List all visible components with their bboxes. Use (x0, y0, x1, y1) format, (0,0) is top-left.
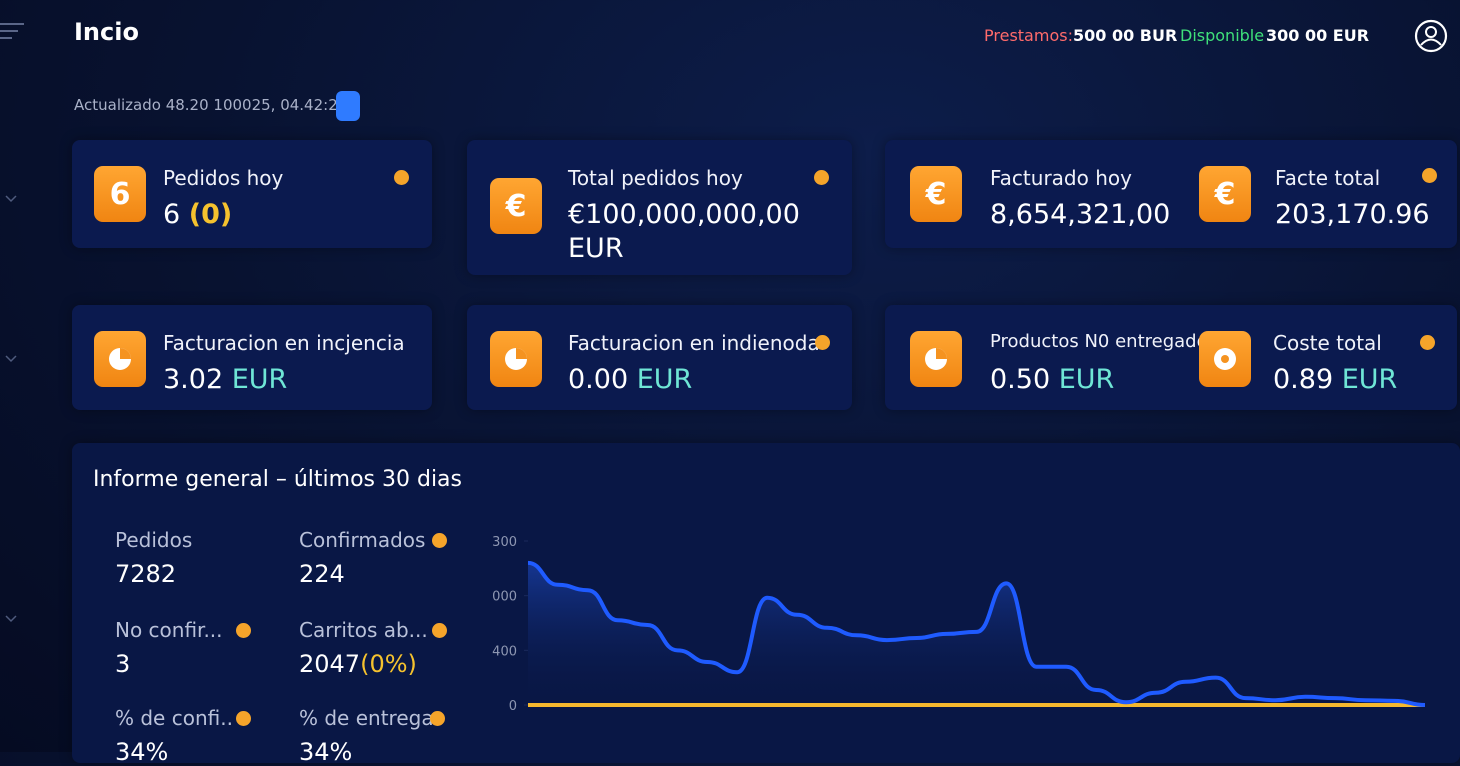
stat-label: No confir... (115, 618, 223, 642)
stat-value: 34% (115, 738, 168, 766)
value-text: 203,170.96 (1275, 199, 1430, 230)
sidebar-chevrons[interactable] (4, 192, 18, 652)
card-icon: € (910, 166, 962, 222)
y-tick-label: 0 (509, 699, 517, 714)
available-label: Disponible (1180, 26, 1265, 45)
y-tick-label: 300 (492, 535, 517, 550)
stat-value: 3 (115, 650, 130, 678)
card-label: Productos N0 entregados (990, 331, 1217, 352)
info-badge[interactable] (236, 623, 251, 638)
stat-number: 34% (115, 738, 169, 766)
value-text: 8,654,321,00 (990, 199, 1171, 230)
card-label: Total pedidos hoy (568, 166, 743, 190)
card-label: Facturado hoy (990, 166, 1132, 190)
stat-value: 34% (299, 738, 352, 766)
value-suffix: (0) (188, 199, 233, 230)
y-tick-label: 000 (492, 590, 517, 605)
card-value: 6 (0) (163, 198, 543, 232)
report-title: Informe general – últimos 30 dias (93, 467, 463, 492)
value-suffix: EUR (636, 364, 693, 395)
card-value: 203,170.96 (1275, 198, 1460, 232)
card-icon: € (1199, 166, 1251, 222)
card-value: 0.89 EUR (1273, 363, 1460, 397)
stat-label: % de confi.. (115, 706, 233, 730)
stat-value: 7282 (115, 560, 176, 588)
card-panel (885, 140, 1457, 248)
card-value: 0.00 EUR (568, 363, 948, 397)
stat-number: 3 (115, 650, 131, 678)
updated-text: Actualizado 48.20 100025, 04.42:20 (74, 96, 348, 114)
info-badge[interactable] (432, 533, 447, 548)
stat-label: Confirmados (299, 528, 426, 552)
info-badge[interactable] (430, 711, 445, 726)
user-icon[interactable] (1413, 18, 1449, 54)
stat-number: 7282 (115, 560, 177, 588)
card-icon (1199, 331, 1251, 387)
card-icon: 6 (94, 166, 146, 222)
card-label: Pedidos hoy (163, 166, 284, 190)
loans-label: Prestamos: (984, 26, 1073, 45)
card-icon (910, 331, 962, 387)
stat-number: 2047 (299, 650, 361, 678)
info-badge[interactable] (432, 623, 447, 638)
value-suffix: EUR (1058, 364, 1115, 395)
stat-suffix: (0%) (360, 650, 417, 678)
card-label: Facte total (1275, 166, 1381, 190)
card-icon (94, 331, 146, 387)
loans-value: 500 00 BUR (1073, 26, 1178, 45)
card-icon (490, 331, 542, 387)
refresh-button[interactable] (336, 91, 360, 121)
card-label: Facturacion en incjencia (163, 331, 405, 355)
value-text: 6 (163, 199, 181, 230)
info-badge[interactable] (236, 711, 251, 726)
value-text: 0.50 (990, 364, 1051, 395)
value-suffix: EUR (231, 364, 288, 395)
card-panel (885, 305, 1457, 410)
value-suffix: EUR (1341, 364, 1398, 395)
series-line (527, 560, 1426, 707)
value-text: €100,000,000,00 EUR (568, 199, 800, 264)
stat-number: 34% (299, 738, 353, 766)
card-value: 3.02 EUR (163, 363, 543, 397)
menu-icon[interactable] (0, 20, 26, 42)
line-chart: 0 400 000 300 (492, 535, 1426, 714)
value-text: 0.89 (1273, 364, 1334, 395)
value-text: 0.00 (568, 364, 629, 395)
stat-value: 2047(0%) (299, 650, 417, 678)
card-icon: € (490, 178, 542, 234)
info-badge[interactable] (1420, 335, 1435, 350)
card-label: Facturacion en indienoda (568, 331, 820, 355)
card-value: 0.50 EUR (990, 363, 1310, 397)
info-badge[interactable] (815, 335, 830, 350)
card-value: 8,654,321,00 (990, 198, 1310, 232)
stat-number: 224 (299, 560, 345, 588)
stat-value: 224 (299, 560, 345, 588)
card-label: Coste total (1273, 331, 1382, 355)
y-tick-label: 400 (492, 644, 517, 659)
stat-label: Carritos ab... (299, 618, 428, 642)
stat-label: Pedidos (115, 528, 193, 552)
info-badge[interactable] (1422, 168, 1437, 183)
value-text: 3.02 (163, 364, 224, 395)
series-area (528, 562, 1425, 705)
stat-label: % de entrega (299, 706, 434, 730)
info-badge[interactable] (394, 170, 409, 185)
page-title: Incio (74, 18, 139, 46)
card-value: €100,000,000,00 EUR (568, 198, 838, 266)
available-value: 300 00 EUR (1266, 26, 1370, 45)
info-badge[interactable] (814, 170, 829, 185)
